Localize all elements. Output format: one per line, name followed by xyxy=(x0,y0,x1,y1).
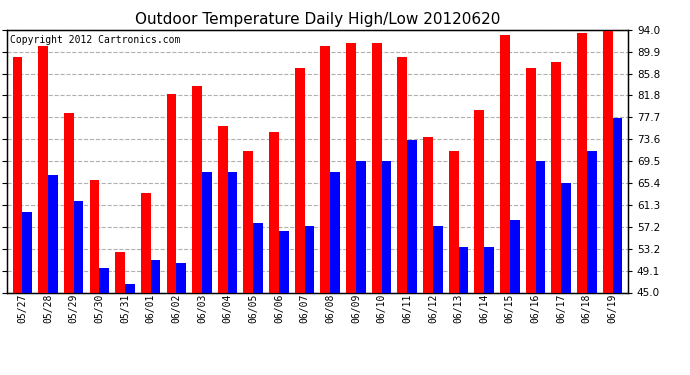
Bar xyxy=(535,161,545,292)
Bar xyxy=(295,68,304,292)
Bar xyxy=(500,35,510,292)
Bar xyxy=(150,260,160,292)
Bar xyxy=(22,212,32,292)
Bar xyxy=(346,44,356,292)
Bar xyxy=(459,247,469,292)
Bar xyxy=(141,194,150,292)
Bar xyxy=(202,172,212,292)
Bar xyxy=(125,285,135,292)
Bar xyxy=(423,137,433,292)
Bar xyxy=(526,68,535,292)
Bar xyxy=(433,225,442,292)
Bar xyxy=(48,175,58,292)
Bar xyxy=(613,118,622,292)
Bar xyxy=(176,263,186,292)
Bar xyxy=(74,201,83,292)
Bar xyxy=(228,172,237,292)
Bar xyxy=(166,94,176,292)
Bar xyxy=(407,140,417,292)
Bar xyxy=(304,225,315,292)
Text: Copyright 2012 Cartronics.com: Copyright 2012 Cartronics.com xyxy=(10,35,180,45)
Bar xyxy=(551,62,561,292)
Bar xyxy=(586,150,597,292)
Bar xyxy=(279,231,288,292)
Bar xyxy=(484,247,494,292)
Title: Outdoor Temperature Daily High/Low 20120620: Outdoor Temperature Daily High/Low 20120… xyxy=(135,12,500,27)
Bar xyxy=(320,46,331,292)
Bar xyxy=(218,126,228,292)
Bar xyxy=(269,132,279,292)
Bar xyxy=(356,161,366,292)
Bar xyxy=(372,44,382,292)
Bar xyxy=(397,57,407,292)
Bar xyxy=(510,220,520,292)
Bar xyxy=(193,86,202,292)
Bar xyxy=(382,161,391,292)
Bar xyxy=(99,268,109,292)
Bar xyxy=(475,110,484,292)
Bar xyxy=(577,33,586,292)
Bar xyxy=(64,113,74,292)
Bar xyxy=(448,150,459,292)
Bar xyxy=(244,150,253,292)
Bar xyxy=(253,223,263,292)
Bar xyxy=(331,172,340,292)
Bar xyxy=(561,183,571,292)
Bar xyxy=(603,30,613,292)
Bar xyxy=(38,46,48,292)
Bar xyxy=(12,57,22,292)
Bar xyxy=(90,180,99,292)
Bar xyxy=(115,252,125,292)
